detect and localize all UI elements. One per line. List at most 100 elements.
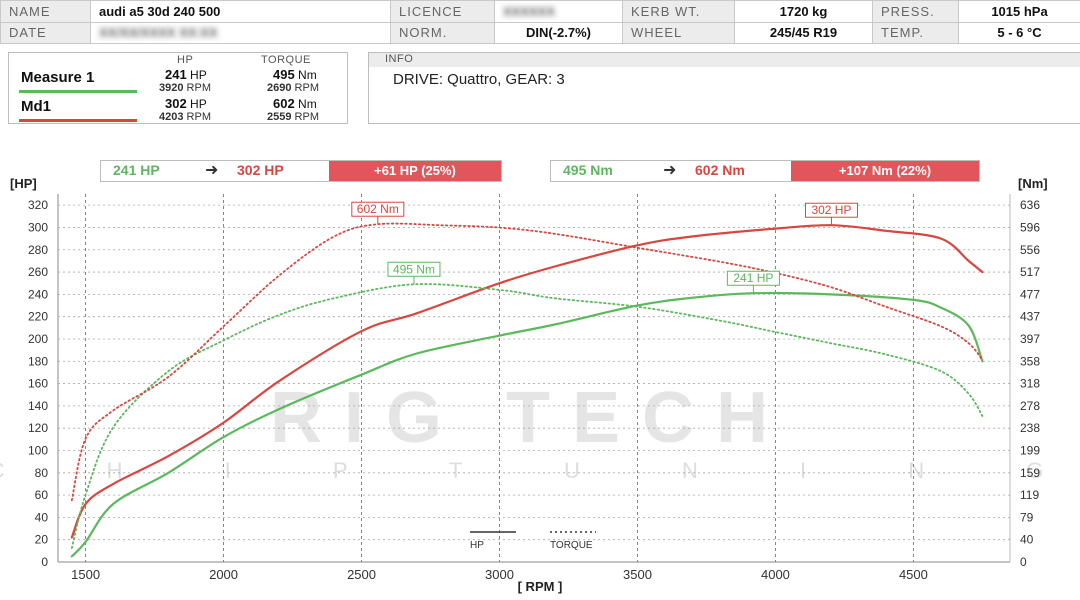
x-tick-label: 2500	[347, 567, 376, 582]
torque-legend-label: TORQUE	[550, 540, 593, 551]
y-tick-right-label: 238	[1020, 421, 1040, 435]
legend-box: HP TORQUE Measure 1 241 HP 3920 RPM 495 …	[8, 52, 348, 124]
y-tick-right-label: 278	[1020, 399, 1040, 413]
header-table: NAME audi a5 30d 240 500 LICENCE XXXXXX …	[0, 0, 1080, 44]
name-value: audi a5 30d 240 500	[90, 0, 391, 23]
y-tick-right-label: 517	[1020, 265, 1040, 279]
peak-annotation-302-hp: 302 HP	[804, 202, 858, 226]
legend-hp-value: 302 HP	[165, 96, 207, 111]
kerb-value: 1720 kg	[734, 0, 873, 23]
y-tick-left-label: 180	[28, 354, 48, 368]
annotation-label: 241 HP	[733, 271, 773, 285]
info-box: INFO DRIVE: Quattro, GEAR: 3	[368, 52, 1080, 124]
y-tick-left-label: 320	[28, 198, 48, 212]
y-tick-right-label: 0	[1020, 555, 1027, 569]
legend-nm-rpm: 2559 RPM	[267, 111, 319, 123]
y-tick-left-label: 240	[28, 287, 48, 301]
y-tick-right-label: 318	[1020, 377, 1040, 391]
hp-to: 302 HP	[237, 162, 284, 178]
annotation-box	[726, 270, 780, 286]
nm-from: 495 Nm	[563, 162, 613, 178]
press-value: 1015 hPa	[958, 0, 1080, 23]
legend-name: Md1	[21, 98, 51, 115]
y-tick-right-label: 556	[1020, 243, 1040, 257]
watermark: RIG TECH C H I P T U N I N G	[0, 378, 1080, 483]
series-line-md1-torque	[70, 222, 984, 502]
legend-nm-unit: Nm	[298, 68, 317, 82]
x-tick-label: 3500	[623, 567, 652, 582]
series-line-measure-1-torque	[70, 283, 984, 549]
watermark-brand: RIG TECH	[270, 378, 790, 458]
licence-label: LICENCE	[390, 0, 495, 23]
y-tick-left-label: 140	[28, 399, 48, 413]
legend-rpm-unit: RPM	[186, 82, 211, 94]
x-tick-label: 1500	[71, 567, 100, 582]
legend-torque-head: TORQUE	[261, 54, 311, 66]
y-tick-left-label: 0	[41, 555, 48, 569]
kerb-label: KERB WT.	[622, 0, 735, 23]
legend-row-md1: Md1 302 HP 4203 RPM 602 Nm 2559 RPM	[9, 94, 347, 126]
legend-nm-rpm: 2690 RPM	[267, 82, 319, 94]
y-tick-right-label: 596	[1020, 220, 1040, 234]
y-tick-right-label: 358	[1020, 354, 1040, 368]
y-tick-left-label: 60	[35, 488, 49, 502]
chart-series	[70, 222, 984, 558]
series-line-md1-hp	[70, 224, 984, 539]
peak-annotation-495-nm: 495 Nm	[387, 261, 441, 285]
date-label: DATE	[0, 21, 91, 44]
y-tick-left-label: 120	[28, 421, 48, 435]
legend-line-measure1	[19, 90, 137, 93]
legend-nm-value: 602 Nm	[273, 96, 317, 111]
legend-line-md1	[19, 119, 137, 122]
y-tick-right-label: 79	[1020, 510, 1034, 524]
legend-hp-head: HP	[177, 54, 194, 66]
peak-annotation-602-nm: 602 Nm	[351, 201, 405, 225]
legend-hp-rpm-number: 3920	[159, 82, 184, 94]
legend-nm-rpm-number: 2690	[267, 82, 292, 94]
legend-hp-number: 241	[165, 67, 187, 82]
x-tick-label: 4000	[761, 567, 790, 582]
nm-gain: +107 Nm (22%)	[791, 161, 979, 181]
y-tick-right-label: 40	[1020, 533, 1034, 547]
arrow-right-icon: ➜	[663, 162, 677, 179]
y-tick-left-label: 300	[28, 220, 48, 234]
annotation-box	[387, 261, 441, 277]
x-tick-label: 4500	[899, 567, 928, 582]
y-tick-left-label: 160	[28, 377, 48, 391]
info-text: DRIVE: Quattro, GEAR: 3	[393, 71, 565, 88]
legend-hp-rpm: 3920 RPM	[159, 82, 211, 94]
legend-nm-number: 602	[273, 96, 295, 111]
legend-nm-value: 495 Nm	[273, 67, 317, 82]
name-label: NAME	[0, 0, 91, 23]
y-axis-left-label: [HP]	[10, 176, 37, 191]
watermark-sub: C H I P T U N I N G	[0, 458, 1080, 483]
y-tick-left-label: 220	[28, 310, 48, 324]
legend-nm-unit: Nm	[298, 97, 317, 111]
x-tick-label: 3000	[485, 567, 514, 582]
wheel-label: WHEEL	[622, 21, 735, 44]
x-axis-label: [ RPM ]	[518, 579, 563, 594]
legend-hp-unit: HP	[190, 97, 207, 111]
hp-comparison: 241 HP ➜ 302 HP +61 HP (25%)	[100, 160, 502, 182]
arrow-right-icon: ➜	[205, 162, 219, 179]
y-tick-left-label: 200	[28, 332, 48, 346]
y-tick-left-label: 20	[35, 533, 49, 547]
wheel-value: 245/45 R19	[734, 21, 873, 44]
y-tick-right-label: 397	[1020, 332, 1040, 346]
legend-rpm-unit: RPM	[294, 111, 319, 123]
info-label: INFO	[369, 53, 1080, 67]
legend-nm-rpm-number: 2559	[267, 111, 292, 123]
legend-hp-rpm-number: 4203	[159, 111, 184, 123]
peak-annotation-241-hp: 241 HP	[726, 270, 780, 294]
licence-value: XXXXXX	[494, 0, 623, 23]
y-axis-right-label: [Nm]	[1018, 176, 1048, 191]
legend-rpm-unit: RPM	[294, 82, 319, 94]
legend-hp-value: 241 HP	[165, 67, 207, 82]
press-label: PRESS.	[872, 0, 959, 23]
y-tick-right-label: 159	[1020, 466, 1040, 480]
y-tick-left-label: 100	[28, 443, 48, 457]
hp-gain: +61 HP (25%)	[329, 161, 501, 181]
legend-hp-number: 302	[165, 96, 187, 111]
annotation-label: 495 Nm	[393, 262, 435, 276]
legend-hp-unit: HP	[190, 68, 207, 82]
